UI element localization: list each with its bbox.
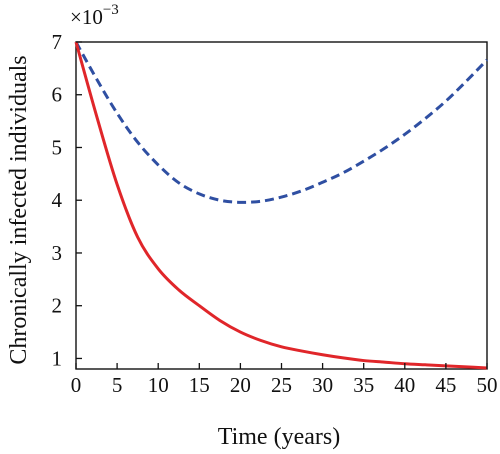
y-multiplier-label: ×10−3 [70,2,119,29]
x-tick-label: 0 [71,373,82,397]
y-tick-label: 7 [52,30,63,54]
x-tick-label: 50 [477,373,498,397]
y-tick-label: 2 [52,294,63,318]
x-tick-label: 25 [271,373,292,397]
x-axis-title: Time (years) [218,424,340,450]
x-tick-label: 5 [112,373,123,397]
y-tick-label: 1 [52,346,63,370]
dashed-series-line [74,41,489,204]
x-tick-label: 40 [394,373,415,397]
x-tick-label: 20 [230,373,251,397]
x-tick-label: 10 [148,373,169,397]
y-tick-label: 5 [52,135,63,159]
x-tick-label: 35 [353,373,374,397]
y-axis-title: Chronically infected individuals [6,55,32,364]
y-tick-label: 4 [52,188,63,212]
solid-series-line [74,41,488,370]
plot-frame [75,41,488,370]
y-tick-label: 6 [52,83,63,107]
x-tick-label: 45 [435,373,456,397]
x-tick-label: 15 [189,373,210,397]
y-tick-label: 3 [52,241,63,265]
x-tick-label: 30 [312,373,333,397]
